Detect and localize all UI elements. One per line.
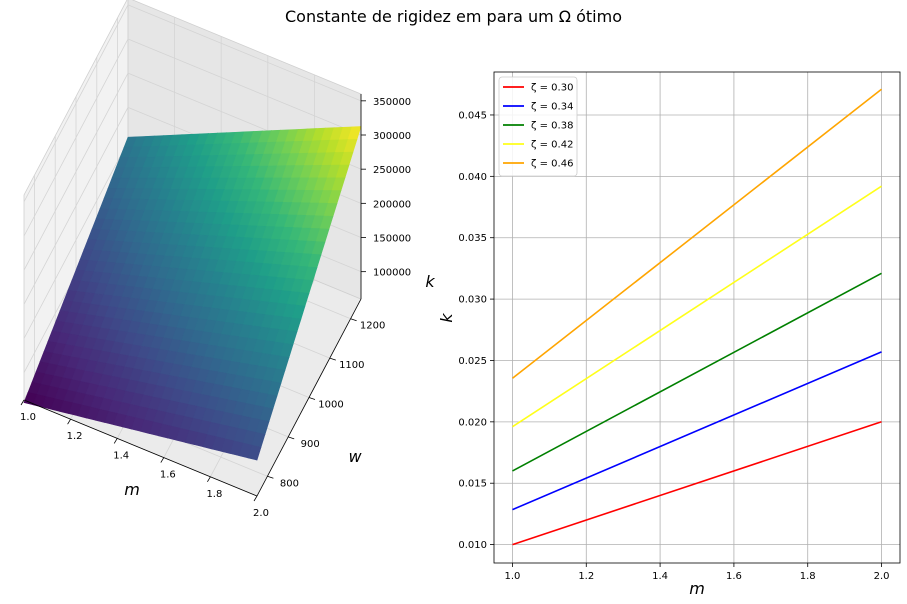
y-tick-label: 800 (280, 478, 299, 489)
x-tick-label: 1.0 (505, 571, 521, 582)
z-tick-label: 150000 (373, 234, 411, 245)
legend-label: ζ = 0.42 (531, 140, 573, 151)
surface-mesh (23, 126, 362, 461)
y-tick-label: 1200 (360, 321, 385, 332)
x-tick-label: 2.0 (874, 571, 890, 582)
z-tick-label: 100000 (373, 268, 411, 279)
y-tick-label: 0.015 (458, 479, 487, 490)
grid-line (23, 4, 129, 203)
legend-label: ζ = 0.38 (531, 121, 573, 132)
x-tick-label: 1.0 (20, 412, 36, 423)
series-line (512, 88, 882, 379)
y-tick-label: 0.025 (458, 356, 487, 367)
x-tick-mark (67, 418, 71, 425)
grid-line (127, 38, 362, 136)
x-tick-mark (160, 457, 165, 463)
x-tick-label: 1.8 (206, 489, 222, 500)
x-tick-label: 1.8 (800, 571, 816, 582)
y-tick-label: 0.040 (458, 172, 487, 183)
legend-label: ζ = 0.30 (531, 83, 573, 94)
y-tick-mark (350, 318, 357, 322)
x-tick-label: 2.0 (253, 508, 269, 519)
y-tick-mark (329, 357, 336, 361)
x-tick-mark (20, 399, 25, 406)
z-tick-label: 200000 (373, 199, 411, 210)
y-tick-label: 0.030 (458, 295, 487, 306)
y-axis-line (256, 298, 362, 497)
y-axis-label: k (437, 313, 456, 323)
surface-3d-plot: 1.0 1.2 1.4 1.6 1.8 2.0 800 900 1000 1100 1200 1000… (20, 0, 435, 519)
y-tick-mark (288, 436, 295, 440)
y-tick-label: 0.045 (458, 110, 487, 121)
x-tick-mark (207, 476, 211, 483)
x-tick-label: 1.2 (67, 431, 83, 442)
legend: ζ = 0.30 ζ = 0.34 ζ = 0.38 ζ = 0.42 ζ = 0.46 (498, 76, 578, 177)
x-tick-mark (113, 438, 118, 444)
surface-patch (247, 444, 262, 461)
y-tick-label: 0.010 (458, 540, 487, 551)
x-tick-label: 1.6 (726, 571, 742, 582)
line-chart: 1.0 1.2 1.4 1.6 1.8 2.0 0.010 0.015 0.020 0.025 0.… (437, 71, 901, 598)
grid-line (23, 141, 129, 339)
plot-frame (493, 71, 901, 564)
y-tick-label: 1100 (339, 360, 364, 371)
y-tick-label: 1000 (318, 400, 343, 411)
series-line (512, 421, 882, 546)
y-tick-mark (267, 475, 274, 479)
z-axis-label: k (425, 272, 435, 291)
grid-line (127, 4, 362, 102)
x-axis-label: m (689, 579, 705, 598)
x-tick-label: 1.4 (652, 571, 668, 582)
series-line (512, 351, 882, 511)
x-tick-label: 1.2 (578, 571, 594, 582)
y-tick-label: 900 (301, 439, 320, 450)
figure-title: Constante de rigidez em para um Ω ótimo (284, 7, 622, 26)
x-axis-line (23, 399, 258, 497)
x-tick-label: 1.4 (113, 450, 129, 461)
x-tick-mark (253, 495, 258, 502)
grid-line (23, 38, 129, 237)
series-line (512, 185, 882, 428)
y-tick-label: 0.020 (458, 417, 487, 428)
legend-box (498, 76, 578, 177)
z-tick-label: 350000 (373, 97, 411, 108)
y-axis-label: w (348, 447, 362, 466)
z-tick-label: 250000 (373, 165, 411, 176)
z-tick-label: 300000 (373, 131, 411, 142)
grid-line (23, 107, 129, 305)
legend-label: ζ = 0.46 (531, 159, 573, 170)
y-tick-label: 0.035 (458, 233, 487, 244)
y-tick-mark (308, 397, 316, 400)
series-line (512, 272, 882, 472)
x-axis-label: m (124, 480, 140, 499)
x-tick-label: 1.6 (160, 470, 176, 481)
grid-line (23, 72, 129, 271)
legend-label: ζ = 0.34 (531, 102, 573, 113)
